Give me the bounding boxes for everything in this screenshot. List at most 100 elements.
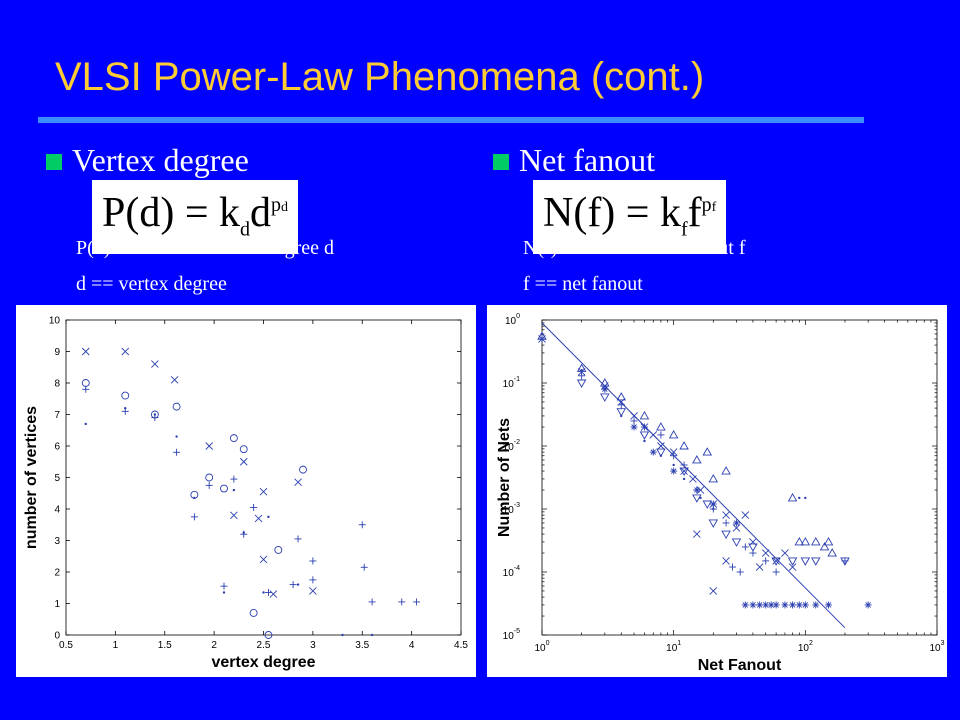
data-point-star-stroke xyxy=(762,602,769,608)
net-fanout-plot: 100 101 102 103 10-5 10-4 10-3 10-2 10-1 100 Net F… xyxy=(487,305,947,677)
data-point-star xyxy=(772,601,780,609)
y-tick-label: 10-4 xyxy=(503,565,520,579)
data-point-triangle xyxy=(616,392,627,401)
data-point-circle xyxy=(121,391,130,400)
data-point-triangle-shape xyxy=(819,542,830,551)
data-point-x-stroke xyxy=(755,563,764,571)
data-point-triangle xyxy=(827,548,837,557)
data-point-dot xyxy=(580,368,583,372)
data-point-circle-shape xyxy=(274,545,283,554)
data-point-x xyxy=(151,360,159,368)
formula-k: k xyxy=(219,190,241,236)
data-point-x-stroke xyxy=(254,514,263,523)
x-tick-label-base: 10 xyxy=(534,643,546,654)
x-tick-label: 100 xyxy=(534,640,549,654)
formula-exp: p xyxy=(271,194,282,216)
data-point-dot xyxy=(175,435,178,438)
formula-net-fanout: N(f) = kffpf xyxy=(533,180,727,255)
formula-exp: p xyxy=(701,194,712,216)
x-tick-label: 102 xyxy=(798,640,813,654)
power-law-fit-line xyxy=(541,322,846,629)
data-point-star-stroke xyxy=(602,386,608,392)
data-point-triangle-down xyxy=(771,557,781,566)
y-axis-label: number of vertices xyxy=(23,406,40,549)
data-point-dot-shape xyxy=(341,633,344,637)
data-point-triangle-shape xyxy=(810,537,821,546)
data-point-circle xyxy=(220,484,228,493)
data-point-circle-shape xyxy=(220,484,228,493)
data-point-triangle xyxy=(668,429,679,439)
data-point-x-stroke xyxy=(669,448,678,456)
data-point-plus xyxy=(309,576,317,584)
data-point-triangle-shape xyxy=(668,429,679,439)
data-point-triangle-down xyxy=(692,494,702,503)
data-point-dot xyxy=(232,488,236,492)
data-point-x-stroke xyxy=(722,511,730,519)
formula-k-sub: d xyxy=(240,218,251,241)
data-point-triangle-down-shape xyxy=(748,543,758,552)
data-point-plus xyxy=(205,481,213,489)
data-point-triangle xyxy=(787,492,798,502)
data-point-plus xyxy=(736,568,744,576)
data-point-triangle-shape xyxy=(708,474,719,483)
data-point-plus xyxy=(640,423,648,431)
y-tick-label: 2 xyxy=(54,568,60,579)
data-point-circle xyxy=(264,631,273,639)
y-tick-label-exp: -2 xyxy=(514,439,520,446)
data-point-circle-shape xyxy=(264,631,273,639)
data-point-triangle-shape xyxy=(616,392,627,401)
data-point-x xyxy=(121,347,130,356)
data-point-star-stroke xyxy=(782,602,788,608)
data-point-plus xyxy=(190,513,198,521)
vertex-degree-scatter-chart: 0.5 1 1.5 2 2.5 3 3.5 4 4.5 0 1 2 3 4 5 6 7 8 9 10 vertex de… xyxy=(23,316,468,672)
data-point-circle xyxy=(172,402,181,411)
y-tick-label: 9 xyxy=(54,347,60,358)
data-point-x-stroke xyxy=(772,557,780,565)
data-point-x xyxy=(649,431,658,439)
x-tick-label: 0.5 xyxy=(59,640,73,651)
data-point-plus xyxy=(289,581,297,589)
data-point-star xyxy=(801,601,809,609)
y-tick-label: 4 xyxy=(54,505,60,516)
bullet-vertex-degree: Vertex degree xyxy=(46,140,466,180)
x-tick-label-base: 10 xyxy=(929,643,941,654)
data-point-x-stroke xyxy=(709,587,718,595)
data-point-dot xyxy=(242,531,245,534)
formula-k: k xyxy=(659,190,681,236)
y-tick-label: 0 xyxy=(54,631,60,642)
y-tick-label-base: 10 xyxy=(505,316,517,327)
data-point-x-stroke xyxy=(151,360,159,368)
data-point-plus xyxy=(538,335,546,343)
data-point-dot xyxy=(712,507,715,511)
data-point-star-stroke xyxy=(750,602,756,608)
data-point-triangle xyxy=(692,455,702,464)
y-tick-label: 10-5 xyxy=(503,628,520,642)
data-point-triangle-down xyxy=(616,408,627,417)
data-point-triangle-shape xyxy=(787,492,798,502)
data-point-dot-shape xyxy=(804,496,807,500)
data-point-circle xyxy=(299,465,307,474)
plot-frame xyxy=(65,319,462,636)
data-point-triangle xyxy=(819,542,830,551)
data-point-dot-shape xyxy=(175,435,178,438)
data-point-triangle-shape xyxy=(823,537,834,546)
data-point-dot-shape xyxy=(672,463,675,467)
data-point-dot xyxy=(699,496,702,500)
y-tick-label: 6 xyxy=(54,442,60,453)
y-tick-label-exp: -1 xyxy=(514,376,520,383)
definition-f: f == net fanout xyxy=(523,273,643,295)
data-point-plus xyxy=(398,598,406,606)
data-point-dot xyxy=(267,515,270,519)
data-point-star-stroke xyxy=(789,602,796,608)
data-point-circle xyxy=(81,379,90,387)
data-point-star-stroke xyxy=(768,602,774,608)
data-point-dot-shape xyxy=(193,496,196,500)
data-point-dot xyxy=(370,633,374,637)
data-point-triangle xyxy=(639,411,650,420)
data-point-star-stroke xyxy=(773,602,779,608)
net-fanout-column: Net fanout N(f) = kffpf N(f) == # nets w… xyxy=(493,140,913,295)
data-point-dot xyxy=(153,413,157,416)
data-point-plus xyxy=(670,452,678,460)
data-point-triangle xyxy=(721,466,731,475)
x-tick-label: 101 xyxy=(666,640,681,654)
